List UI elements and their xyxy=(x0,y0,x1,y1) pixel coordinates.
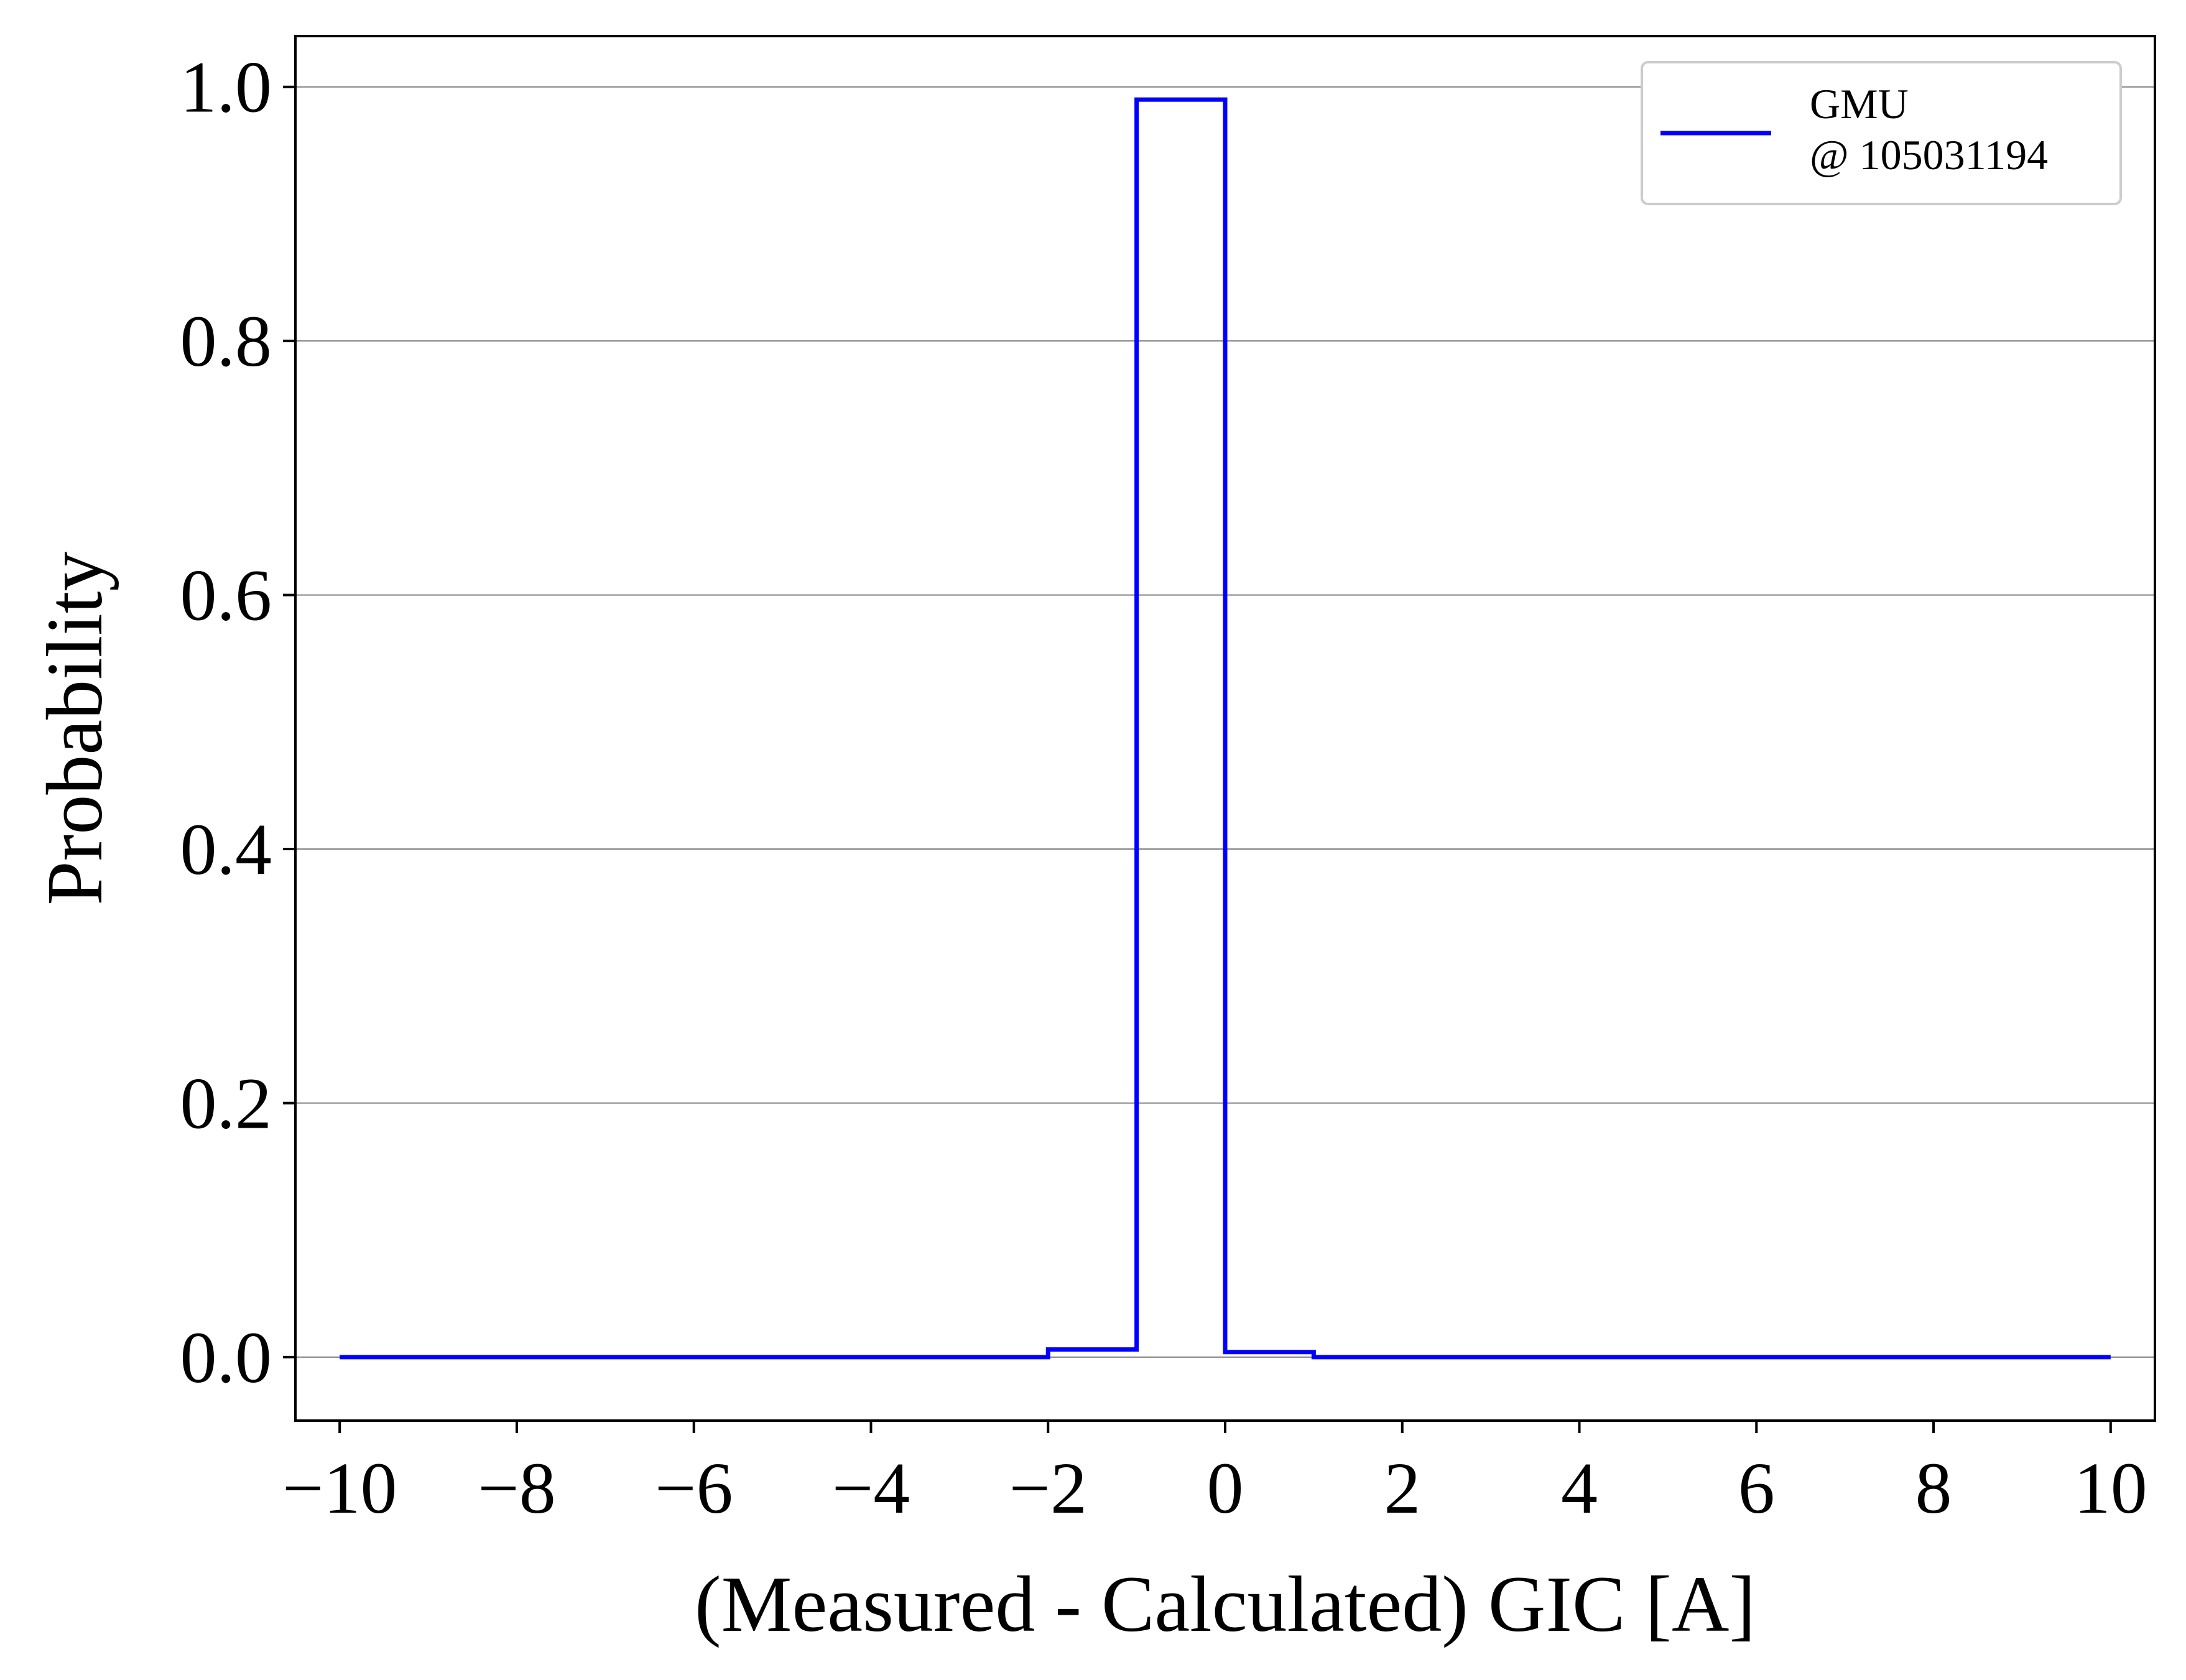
x-tick-label: −2 xyxy=(1009,1447,1087,1529)
legend-entry-name: GMU xyxy=(1810,80,1909,128)
y-tick-label: 0.0 xyxy=(180,1317,272,1398)
y-tick-label: 0.6 xyxy=(180,555,272,636)
x-tick-label: 0 xyxy=(1207,1447,1244,1529)
x-tick-label: 10 xyxy=(2074,1447,2147,1529)
x-tick-label: 6 xyxy=(1738,1447,1775,1529)
series-line xyxy=(340,97,2111,1360)
y-tick-label: 0.8 xyxy=(180,300,272,382)
x-tick-label: 2 xyxy=(1384,1447,1420,1529)
x-tick-label: −6 xyxy=(655,1447,733,1529)
y-axis-label: Probability xyxy=(30,552,119,906)
series-layer xyxy=(340,97,2111,1360)
y-tick-label: 0.2 xyxy=(180,1062,272,1144)
x-axis: −10 −8 −6 −4 −2 0 2 4 6 8 10 xyxy=(282,1421,2147,1529)
legend: GMU @ 105031194 xyxy=(1641,61,2122,205)
y-tick-label: 0.4 xyxy=(180,809,272,890)
y-tick-label: 1.0 xyxy=(180,47,272,128)
x-tick-label: −8 xyxy=(478,1447,556,1529)
x-tick-label: 8 xyxy=(1915,1447,1952,1529)
legend-box xyxy=(1641,61,2122,205)
legend-entry-location: @ 105031194 xyxy=(1810,131,2048,179)
x-tick-label: −10 xyxy=(282,1447,397,1529)
x-axis-label: (Measured - Calculated) GIC [A] xyxy=(695,1560,1756,1648)
x-tick-label: −4 xyxy=(832,1447,910,1529)
x-tick-label: 4 xyxy=(1561,1447,1598,1529)
y-axis: 0.0 0.2 0.4 0.6 0.8 1.0 xyxy=(180,47,295,1398)
